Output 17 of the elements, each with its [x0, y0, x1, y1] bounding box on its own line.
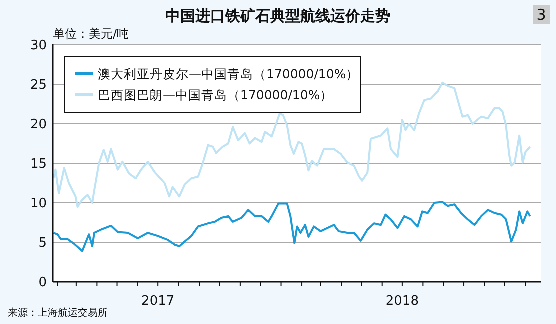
x-tick-label: 2017	[142, 294, 175, 309]
y-tick-label: 30	[30, 38, 47, 54]
source-note: 来源：上海航运交易所	[8, 307, 108, 319]
line-series	[52, 201, 532, 252]
legend-label: 巴西图巴朗—中国青岛（170000/10%）	[98, 87, 334, 102]
y-tick-label: 15	[30, 157, 47, 172]
y-tick-label: 25	[30, 78, 47, 94]
chart-title: 中国进口铁矿石典型航线运价走势	[166, 7, 390, 25]
y-tick-label: 20	[30, 118, 47, 133]
legend-label: 澳大利亚丹皮尔—中国青岛（170000/10%）	[98, 66, 360, 82]
y-tick-label: 5	[38, 236, 47, 252]
y-tick-label: 0	[38, 276, 47, 291]
line-series	[52, 82, 532, 208]
y-tick-label: 10	[30, 196, 47, 212]
text: 3	[536, 6, 546, 24]
y-axis-title: 单位：美元/吨	[53, 27, 130, 41]
x-tick-label: 2018	[386, 294, 419, 309]
